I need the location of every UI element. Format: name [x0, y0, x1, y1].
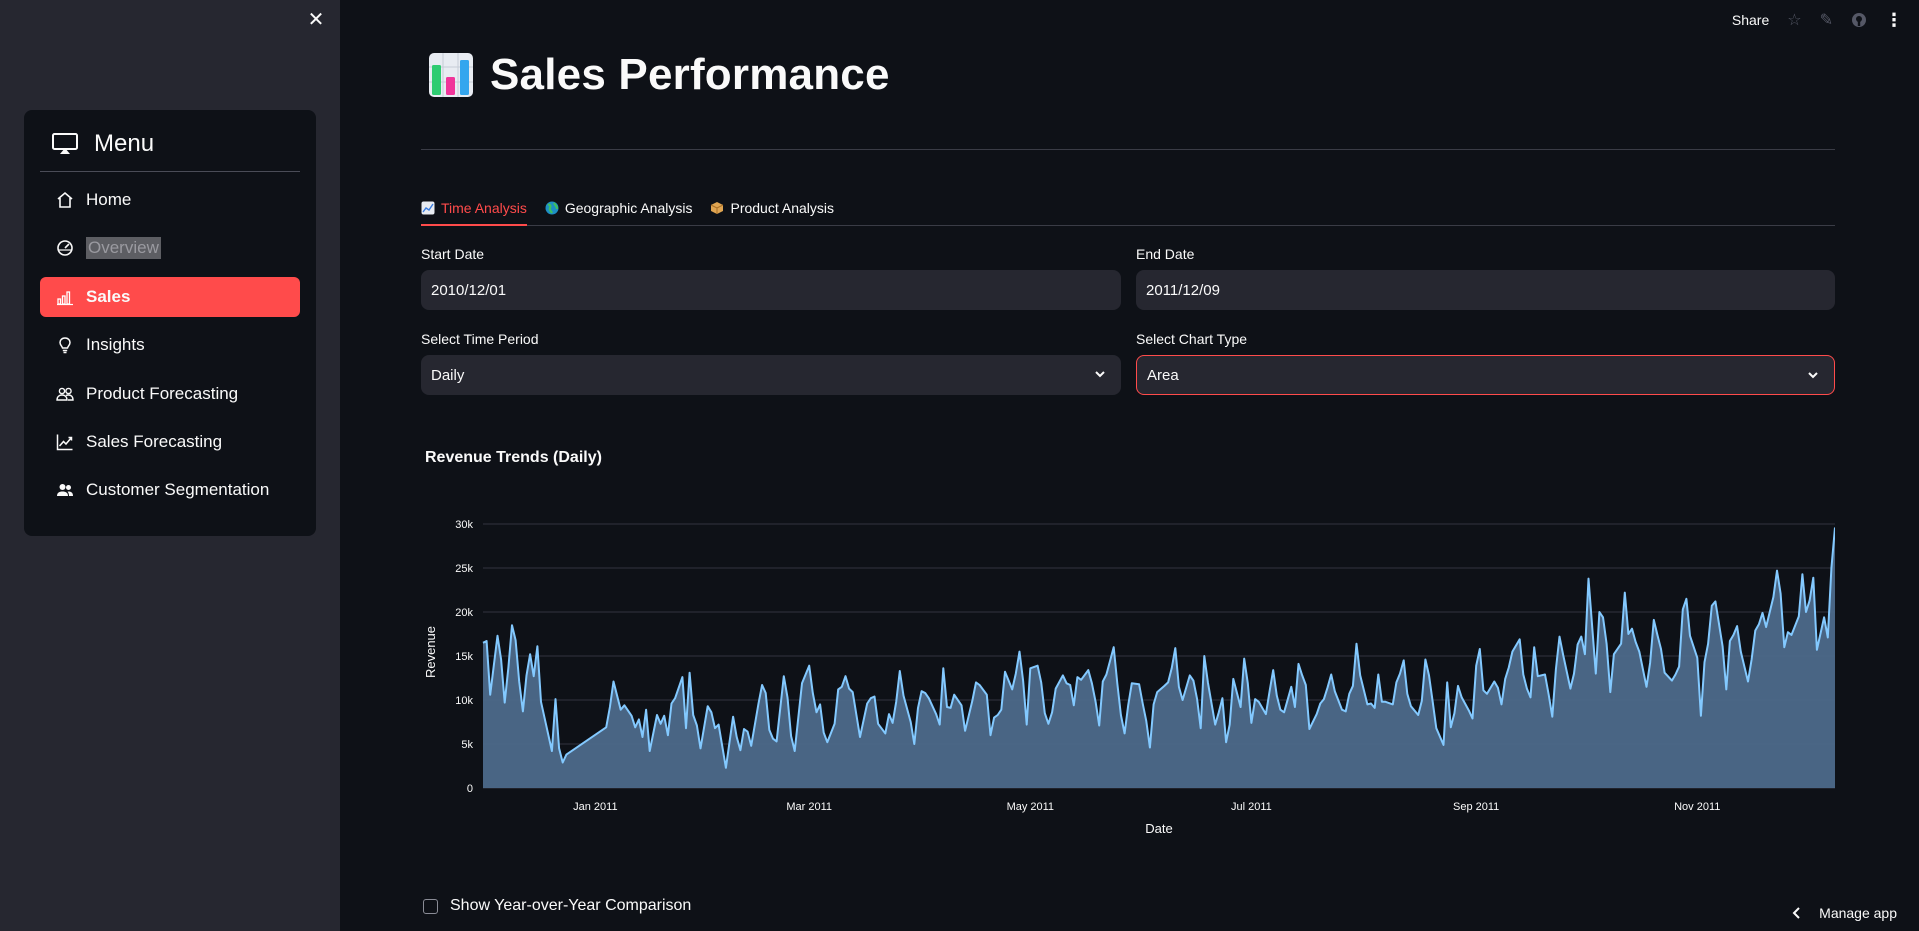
- tab-label: Product Analysis: [730, 199, 834, 216]
- yoy-label: Show Year-over-Year Comparison: [450, 897, 692, 914]
- chart-type-label: Select Chart Type: [1136, 331, 1248, 347]
- speedometer-icon: [57, 240, 73, 257]
- y-tick-label: 30k: [455, 519, 473, 531]
- x-axis-label: Date: [1145, 821, 1172, 836]
- sidebar-item-customer-segmentation[interactable]: Customer Segmentation: [40, 470, 300, 510]
- chart-type-select[interactable]: Area: [1136, 355, 1835, 395]
- checkbox-box[interactable]: [423, 898, 438, 914]
- people-icon: [56, 387, 74, 401]
- x-tick-label: Nov 2011: [1674, 801, 1720, 813]
- graph-up-icon: [56, 434, 73, 451]
- x-tick-label: Jan 2011: [573, 801, 617, 813]
- sidebar-item-label: Sales: [86, 286, 131, 306]
- chart-title: Revenue Trends (Daily): [425, 449, 602, 466]
- menu-title: Menu: [94, 129, 155, 157]
- sidebar-item-label: Product Forecasting: [86, 383, 239, 403]
- y-tick-label: 15k: [455, 651, 473, 663]
- time-period-select[interactable]: Daily: [421, 355, 1121, 395]
- y-tick-label: 10k: [455, 695, 473, 707]
- chart-type-value: Area: [1147, 366, 1179, 384]
- more-menu-icon[interactable]: ⋮: [1885, 9, 1903, 30]
- start-date-label: Start Date: [421, 246, 485, 262]
- package-emoji-icon: [711, 201, 724, 214]
- house-icon: [57, 191, 73, 208]
- x-tick-label: Sep 2011: [1453, 801, 1499, 813]
- area-fill: [483, 527, 1835, 788]
- sidebar-item-insights[interactable]: Insights: [40, 325, 300, 365]
- chevron-down-icon: [1095, 371, 1105, 378]
- tab-bar: Time Analysis Geographic Analysis Produc…: [421, 190, 1835, 226]
- x-tick-label: Jul 2011: [1231, 801, 1272, 813]
- menu-header: Menu: [40, 124, 300, 172]
- chart-emoji-icon: [421, 201, 435, 214]
- tab-time-analysis[interactable]: Time Analysis: [421, 190, 527, 226]
- sidebar-item-product-forecasting[interactable]: Product Forecasting: [40, 374, 300, 414]
- chevron-left-icon: [1792, 907, 1800, 919]
- github-icon[interactable]: [1851, 12, 1867, 28]
- sidebar: ✕ Menu Home Overview Sales: [0, 0, 340, 931]
- star-icon[interactable]: ☆: [1787, 12, 1802, 29]
- sidebar-item-label: Insights: [86, 335, 145, 355]
- yoy-checkbox[interactable]: Show Year-over-Year Comparison: [423, 897, 691, 915]
- y-tick-label: 0: [467, 783, 473, 795]
- globe-emoji-icon: [545, 201, 559, 214]
- cast-icon: [52, 132, 78, 154]
- chevron-down-icon: [1808, 372, 1818, 379]
- y-axis-label: Revenue: [423, 626, 438, 678]
- x-tick-label: May 2011: [1007, 801, 1055, 813]
- sidebar-item-home[interactable]: Home: [40, 180, 300, 220]
- page-title: Sales Performance: [490, 50, 890, 99]
- tab-label: Geographic Analysis: [564, 199, 693, 216]
- title-row: Sales Performance: [428, 50, 890, 100]
- bar-chart-icon: [57, 291, 73, 305]
- tab-product-analysis[interactable]: Product Analysis: [710, 190, 834, 225]
- sidebar-item-label: Customer Segmentation: [86, 480, 270, 500]
- end-date-label: End Date: [1136, 246, 1195, 262]
- sidebar-item-label: Home: [86, 190, 132, 209]
- tab-label: Time Analysis: [441, 199, 527, 216]
- bar-chart-emoji-icon: [429, 53, 473, 97]
- edit-icon[interactable]: ✎: [1819, 12, 1833, 29]
- menu-card: Menu Home Overview Sales Insights Produc…: [24, 110, 316, 536]
- sidebar-item-label: Overview: [86, 237, 161, 260]
- sidebar-item-overview[interactable]: Overview: [40, 228, 300, 268]
- sidebar-item-sales-forecasting[interactable]: Sales Forecasting: [40, 422, 300, 462]
- revenue-chart[interactable]: 0 5k 10k 15k 20k 25k 30k Jan 2011 Mar 2011 May 20…: [421, 500, 1835, 840]
- manage-app-label: Manage app: [1819, 905, 1897, 921]
- manage-app-button[interactable]: Manage app: [1791, 905, 1897, 921]
- share-button[interactable]: Share: [1731, 12, 1770, 28]
- sidebar-item-sales[interactable]: Sales: [40, 276, 300, 317]
- lightbulb-icon: [59, 337, 71, 354]
- sidebar-item-label: Sales Forecasting: [86, 431, 223, 451]
- divider: [421, 149, 1835, 150]
- end-date-input[interactable]: 2011/12/09: [1136, 270, 1835, 310]
- menu-list: Home Overview Sales Insights Product For…: [40, 180, 300, 510]
- people-fill-icon: [57, 484, 73, 497]
- y-tick-label: 5k: [461, 739, 473, 751]
- y-tick-label: 25k: [455, 563, 473, 575]
- toolbar: Share ☆ ✎ ⋮: [1732, 8, 1903, 32]
- revenue-line: [482, 527, 1835, 769]
- tab-geographic-analysis[interactable]: Geographic Analysis: [545, 190, 693, 225]
- time-period-value: Daily: [431, 366, 465, 384]
- close-sidebar-icon[interactable]: ✕: [307, 9, 325, 31]
- x-tick-label: Mar 2011: [786, 801, 832, 813]
- start-date-input[interactable]: 2010/12/01: [421, 270, 1121, 310]
- y-tick-label: 20k: [455, 607, 473, 619]
- time-period-label: Select Time Period: [421, 331, 539, 347]
